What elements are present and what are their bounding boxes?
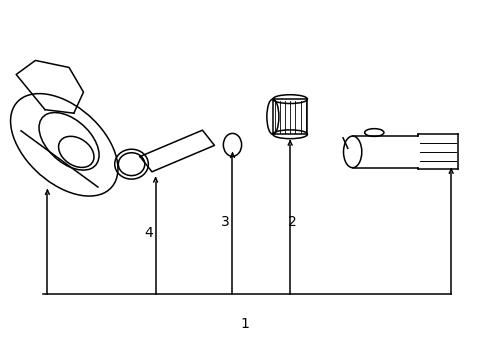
Text: 3: 3 [221, 215, 229, 229]
Text: 2: 2 [287, 215, 296, 229]
Text: 1: 1 [240, 317, 248, 331]
Text: 4: 4 [143, 226, 152, 240]
